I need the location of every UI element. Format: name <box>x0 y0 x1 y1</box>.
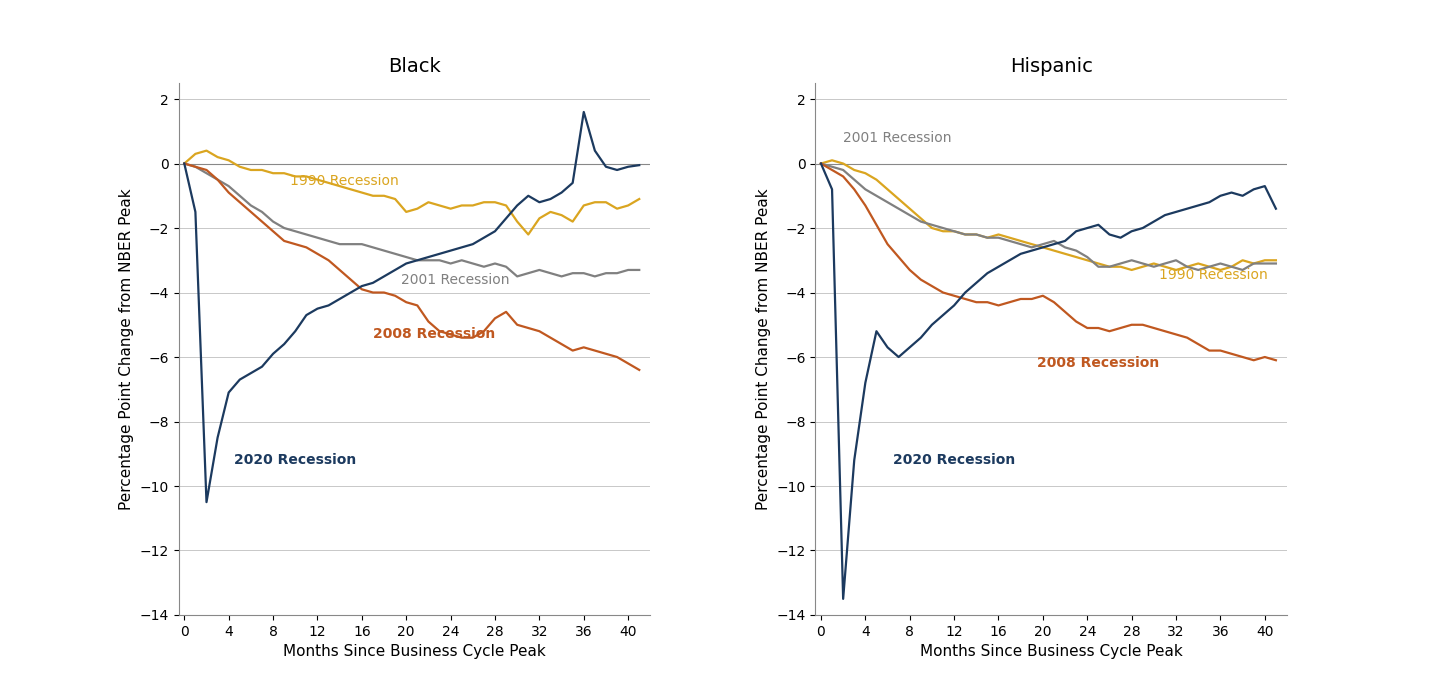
Text: 2008 Recession: 2008 Recession <box>373 328 495 341</box>
Title: Hispanic: Hispanic <box>1010 57 1093 76</box>
Text: 2020 Recession: 2020 Recession <box>235 453 356 467</box>
Text: 1990 Recession: 1990 Recession <box>290 174 399 188</box>
Text: 2008 Recession: 2008 Recession <box>1037 357 1160 370</box>
Y-axis label: Percentage Point Change from NBER Peak: Percentage Point Change from NBER Peak <box>119 188 134 510</box>
Text: 2020 Recession: 2020 Recession <box>894 453 1015 467</box>
Title: Black: Black <box>388 57 440 76</box>
Text: 2001 Recession: 2001 Recession <box>400 273 509 287</box>
Text: 2001 Recession: 2001 Recession <box>844 131 951 144</box>
X-axis label: Months Since Business Cycle Peak: Months Since Business Cycle Peak <box>919 644 1183 659</box>
Text: 1990 Recession: 1990 Recession <box>1160 268 1268 282</box>
X-axis label: Months Since Business Cycle Peak: Months Since Business Cycle Peak <box>283 644 546 659</box>
Y-axis label: Percentage Point Change from NBER Peak: Percentage Point Change from NBER Peak <box>756 188 771 510</box>
